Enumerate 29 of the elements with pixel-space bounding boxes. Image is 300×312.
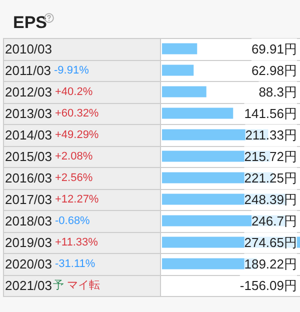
y-tick-label: 2011/03 -9.91% xyxy=(5,62,90,78)
data-label: 246.7円 xyxy=(251,213,297,228)
text: -156.09円 xyxy=(240,278,297,293)
y-tick-label: 2014/03 +49.29% xyxy=(5,127,99,142)
data-label: 189.22円 xyxy=(244,256,297,272)
data-label: 211.33円 xyxy=(245,127,297,142)
bar xyxy=(162,86,206,98)
y-tick-label: 2020/03 -31.11% xyxy=(5,256,96,272)
data-label: 62.98円 xyxy=(251,62,297,78)
bar xyxy=(162,108,234,119)
y-tick-label: 2019/03 +11.33% xyxy=(5,234,98,250)
y-tick-label: 2016/03 +2.56% xyxy=(5,170,93,186)
data-label: 141.56円 xyxy=(244,106,297,121)
y-tick-label: 2010/03 xyxy=(5,41,52,56)
data-label: 221.25円 xyxy=(244,170,297,186)
data-label: 248.39円 xyxy=(244,192,297,207)
y-tick-label: 2013/03 +60.32% xyxy=(5,106,99,121)
y-tick-label: 2015/03 +2.08% xyxy=(5,148,93,164)
chart-title: EPS xyxy=(13,13,48,32)
y-tick-label: 2021/03予 マイ転 xyxy=(5,278,100,293)
bar xyxy=(162,43,198,54)
bar xyxy=(162,64,194,76)
y-tick-label: 2012/03 +40.2% xyxy=(5,84,93,100)
data-label: 69.91円 xyxy=(251,41,297,56)
y-tick-label: 2017/03 +12.27% xyxy=(5,192,99,207)
data-label: 215.72円 xyxy=(244,148,297,164)
y-tick-label: 2018/03 -0.68% xyxy=(5,213,90,228)
data-label: 88.3円 xyxy=(258,84,297,100)
data-label: 274.65円 xyxy=(244,234,297,250)
